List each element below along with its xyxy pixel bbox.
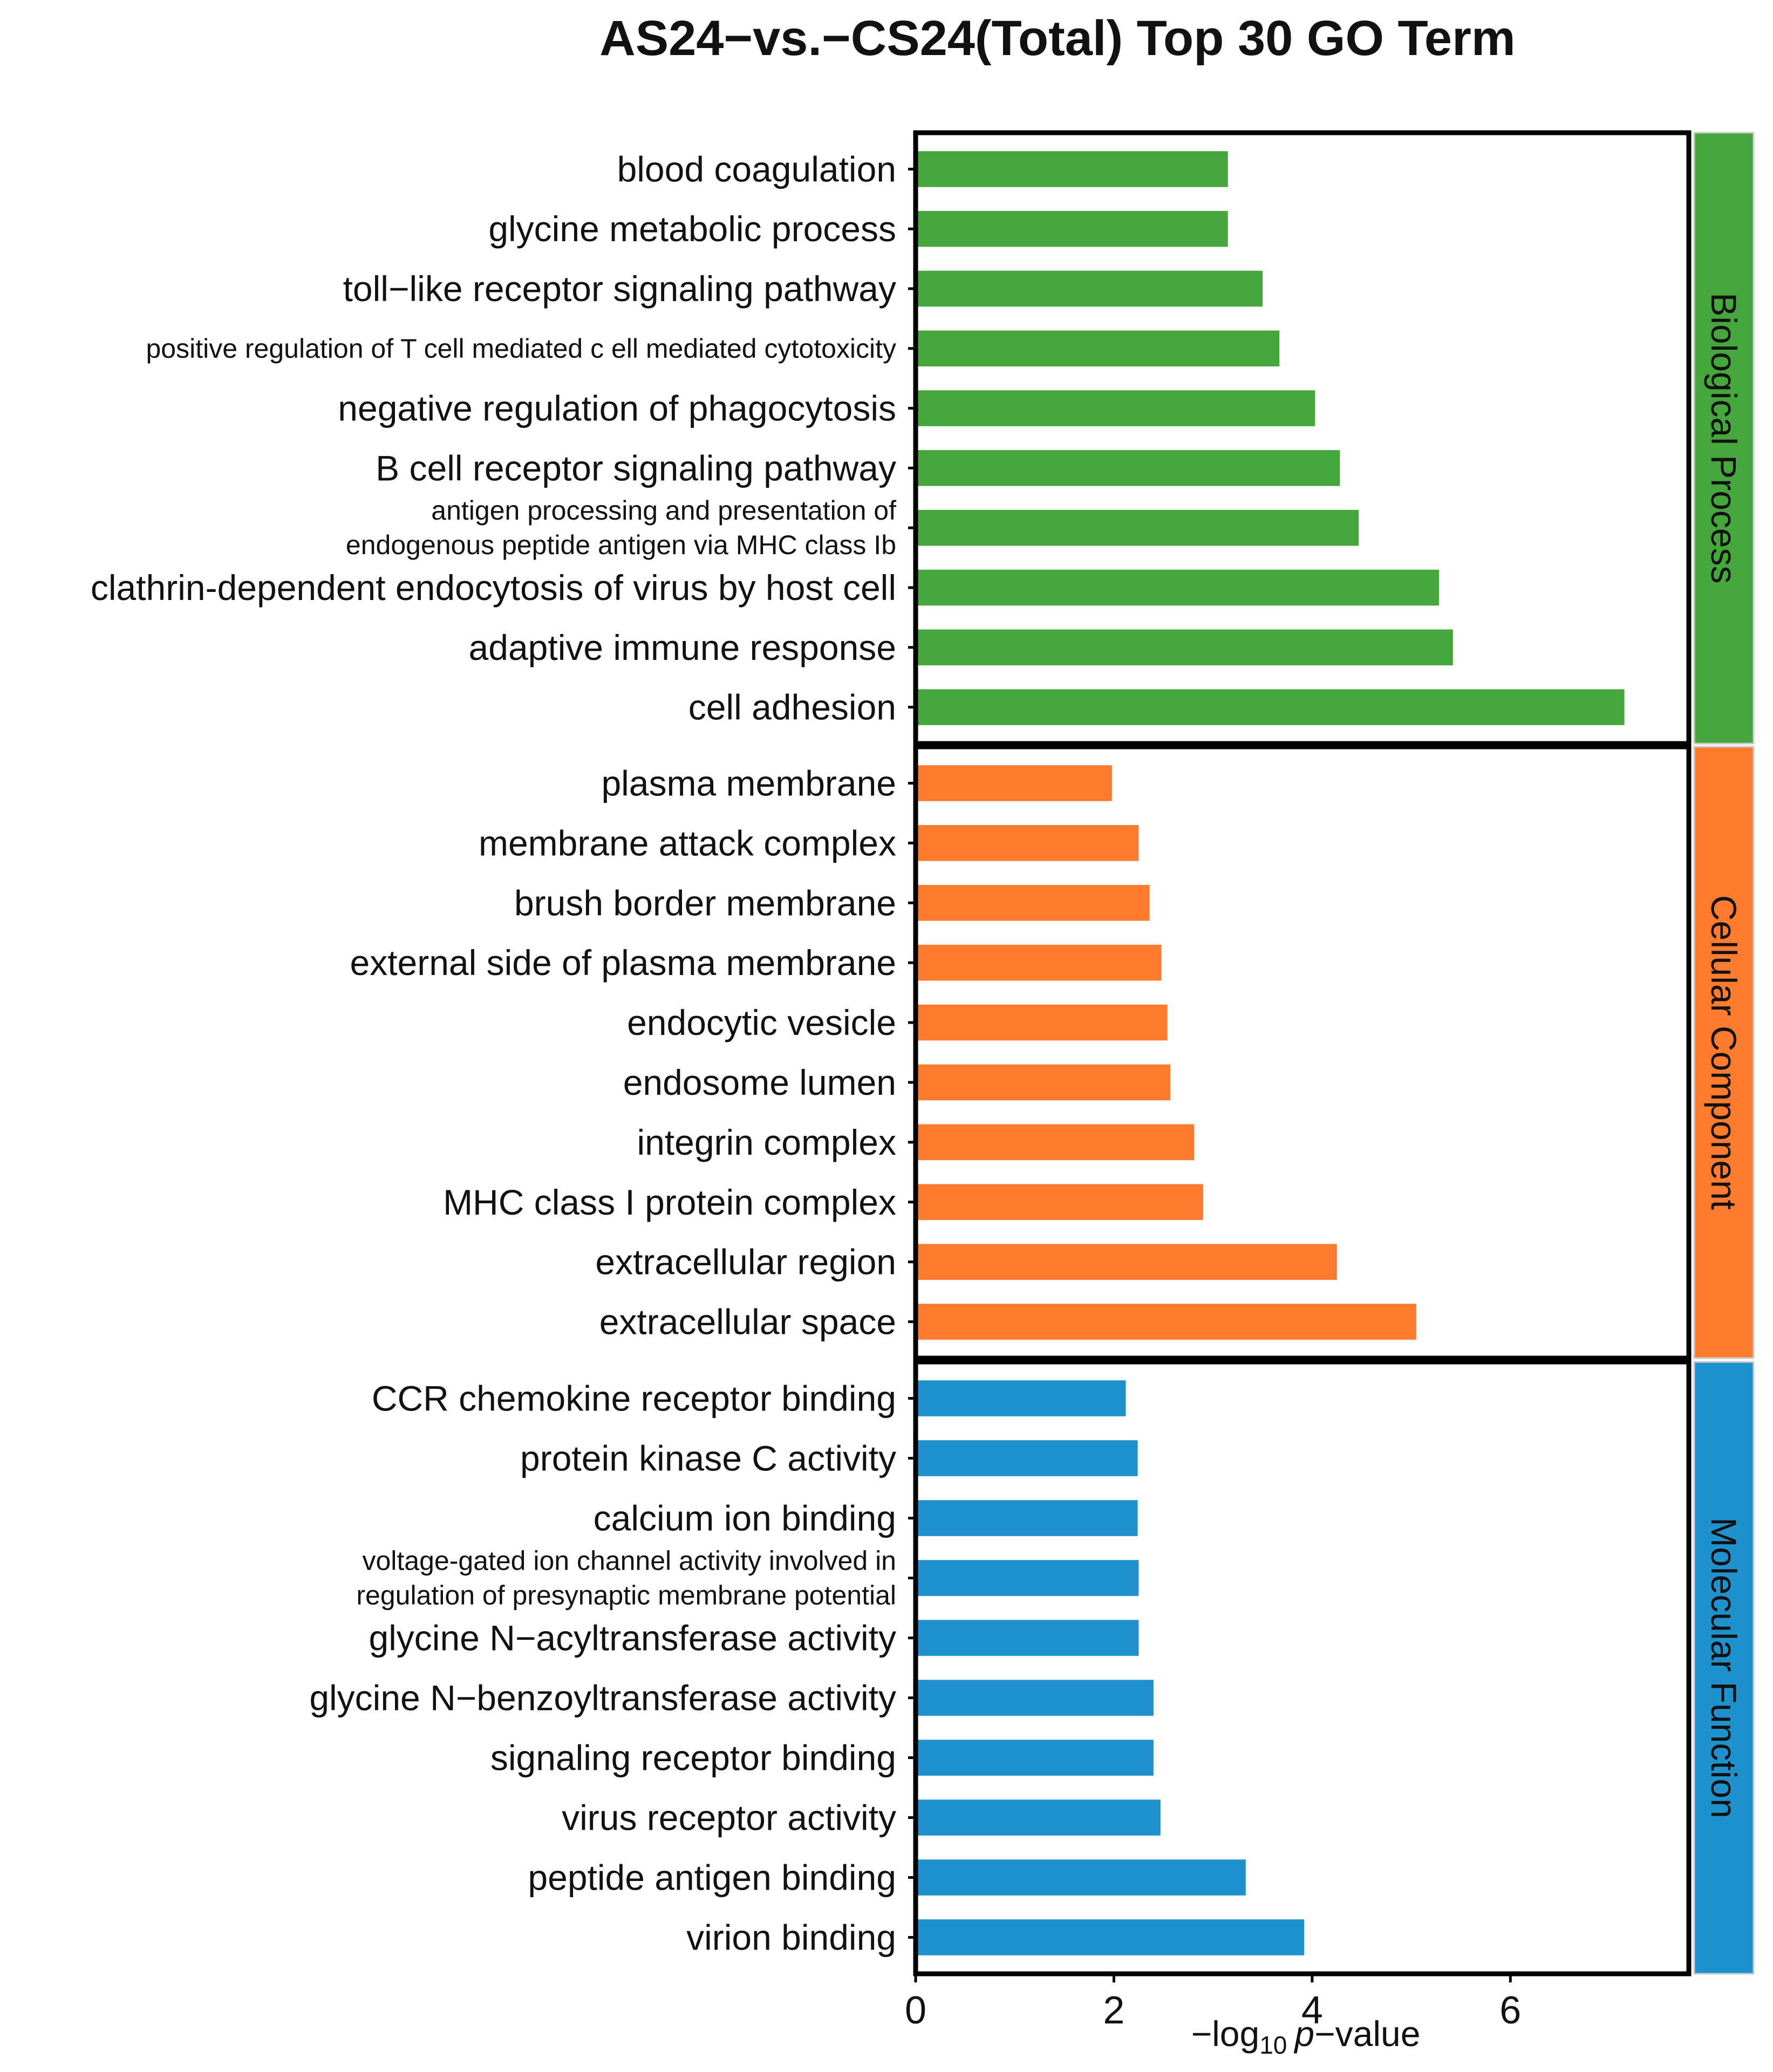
x-tick-label: 2	[1103, 1989, 1124, 2032]
category-label: membrane attack complex	[479, 823, 896, 863]
category-label: endosome lumen	[623, 1062, 896, 1102]
bar: positive regulation of T cell mediated c…	[916, 330, 1280, 367]
category-label: endocytic vesicle	[627, 1003, 896, 1042]
category-label: voltage-gated ion channel activity invol…	[356, 1546, 896, 1611]
category-label: glycine metabolic process	[488, 209, 896, 249]
bar: external side of plasma membrane: 2.48	[916, 944, 1162, 981]
panel-frame	[913, 1359, 1692, 1976]
bar: glycine N−acyltransferase activity: 2.25	[916, 1620, 1139, 1656]
category-label: MHC class I protein complex	[443, 1182, 896, 1222]
facet-label: Molecular Function	[1704, 1517, 1744, 1818]
bar: endocytic vesicle: 2.54	[916, 1004, 1168, 1041]
category-label: B cell receptor signaling pathway	[376, 448, 896, 488]
x-tick-label: 6	[1499, 1989, 1521, 2032]
bar: endosome lumen: 2.57	[916, 1064, 1171, 1101]
bar: extracellular space: 5.05	[916, 1304, 1416, 1340]
category-label: cell adhesion	[688, 687, 896, 727]
bar: integrin complex: 2.81	[916, 1124, 1195, 1161]
category-label: peptide antigen binding	[528, 1858, 896, 1898]
bar: toll−like receptor signaling pathway: 3.…	[916, 270, 1263, 307]
bar: peptide antigen binding: 3.33	[916, 1859, 1246, 1896]
bar: clathrin-dependent endocytosis of virus …	[916, 569, 1440, 606]
category-label: external side of plasma membrane	[350, 943, 897, 983]
x-axis: 0 2 4 6	[905, 1974, 1521, 2032]
bar: glycine N−benzoyltransferase activity: 2…	[916, 1680, 1154, 1716]
category-label: plasma membrane	[601, 763, 896, 803]
category-label: virus receptor activity	[562, 1798, 896, 1838]
category-label: adaptive immune response	[469, 628, 896, 667]
category-label: signaling receptor binding	[490, 1738, 896, 1778]
facet-panels: blood coagulation: 3.15 blood coagulation…	[91, 130, 1755, 1976]
x-tick-label: 0	[905, 1989, 926, 2032]
panel-cellular-component: plasma membrane: 1.98 plasma membrane memb…	[350, 744, 1755, 1361]
category-label: integrin complex	[637, 1122, 896, 1162]
facet-strip	[1693, 1361, 1755, 1975]
category-label: positive regulation of T cell mediated c…	[146, 333, 896, 364]
category-label: glycine N−acyltransferase activity	[369, 1618, 896, 1658]
panel-frame	[913, 130, 1692, 746]
bar: B cell receptor signaling pathway: 4.28	[916, 450, 1340, 486]
x-axis-title-suffix: −value	[1314, 2014, 1420, 2054]
facet-label: Cellular Component	[1704, 895, 1744, 1210]
category-label: clathrin-dependent endocytosis of virus …	[91, 568, 896, 608]
category-label: antigen processing and presentation of en…	[346, 495, 896, 560]
chart-title: AS24−vs.−CS24(Total) Top 30 GO Term	[599, 11, 1515, 66]
x-axis-title-prefix: −log	[1191, 2014, 1260, 2054]
bar: antigen processing and presentation of e…	[916, 509, 1359, 546]
x-axis-title: −log10 p−value	[1191, 2014, 1421, 2059]
bar: membrane attack complex: 2.25	[916, 825, 1139, 861]
bar: signaling receptor binding: 2.4	[916, 1740, 1154, 1776]
bar: virus receptor activity: 2.47	[916, 1800, 1161, 1836]
x-tick-label: 4	[1301, 1989, 1323, 2032]
bar: calcium ion binding: 2.24	[916, 1500, 1138, 1536]
category-label: protein kinase C activity	[520, 1439, 896, 1478]
bar: virion binding: 3.92	[916, 1919, 1305, 1955]
x-axis-title-italic: p	[1293, 2014, 1314, 2054]
category-label: virion binding	[686, 1918, 896, 1958]
bar: adaptive immune response: 5.42	[916, 629, 1453, 666]
bar: extracellular region: 4.25	[916, 1244, 1337, 1280]
bar: brush border membrane: 2.36	[916, 884, 1150, 921]
category-label: extracellular region	[595, 1242, 896, 1282]
bar: blood coagulation: 3.15	[916, 151, 1228, 187]
x-axis-title-subscript: 10	[1259, 2031, 1287, 2059]
facet-strip	[1693, 132, 1755, 745]
bar: CCR chemokine receptor binding: 2.12	[916, 1380, 1126, 1416]
panel-frame	[913, 744, 1692, 1361]
category-label: glycine N−benzoyltransferase activity	[309, 1678, 896, 1718]
bar: protein kinase C activity: 2.24	[916, 1440, 1138, 1476]
bar: glycine metabolic process: 3.15	[916, 210, 1228, 247]
bar: plasma membrane: 1.98	[916, 765, 1112, 801]
category-label: brush border membrane	[514, 883, 896, 923]
category-label: blood coagulation	[617, 149, 896, 189]
category-label: negative regulation of phagocytosis	[338, 388, 896, 428]
bar: negative regulation of phagocytosis: 4.0…	[916, 390, 1315, 426]
panel-molecular-function: CCR chemokine receptor binding: 2.12 CCR …	[309, 1359, 1755, 1976]
facet-strip	[1693, 746, 1755, 1359]
category-label: extracellular space	[599, 1302, 896, 1342]
bar: MHC class I protein complex: 2.9	[916, 1184, 1203, 1221]
facet-label: Biological Process	[1704, 292, 1744, 583]
bar: cell adhesion: 7.15	[916, 689, 1625, 725]
bar: voltage-gated ion channel activity invol…	[916, 1560, 1139, 1596]
category-label: CCR chemokine receptor binding	[372, 1379, 896, 1419]
panel-biological-process: blood coagulation: 3.15 blood coagulation…	[91, 130, 1755, 746]
category-label: calcium ion binding	[594, 1498, 896, 1538]
category-label: toll−like receptor signaling pathway	[343, 269, 896, 309]
